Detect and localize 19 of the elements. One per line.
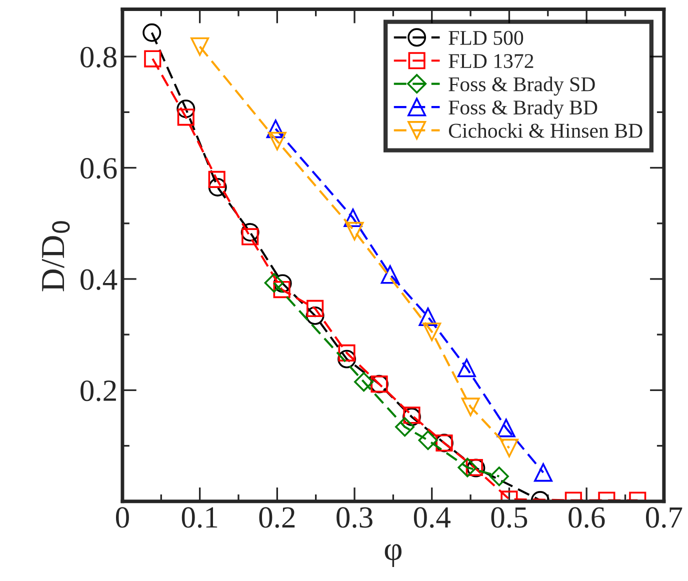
x-tick-label: 0.7: [646, 507, 682, 528]
x-tick-label: 0: [116, 507, 129, 528]
legend-label: Foss & Brady SD: [448, 76, 595, 96]
legend-label: Foss & Brady BD: [448, 100, 598, 119]
x-tick-label: 0.5: [491, 507, 528, 528]
legend-label: FLD 1372: [448, 54, 534, 68]
legend-label: Cichocki & Hinsen BD: [448, 123, 642, 138]
x-tick-label: 0.2: [259, 507, 295, 528]
x-tick-label: 0.4: [414, 507, 450, 528]
y-tick-label: 0.2: [80, 380, 116, 402]
x-tick-label: 0.6: [568, 507, 605, 528]
y-tick-label: 0.4: [80, 269, 118, 290]
y-tick-label: 0.6: [80, 158, 117, 179]
y-axis-title: D/D$_{0}$: [42, 221, 70, 292]
x-tick-label: 0.1: [182, 507, 218, 528]
x-axis-title: φ: [384, 544, 402, 567]
y-tick-label: 0.8: [80, 46, 116, 68]
x-tick-label: 0.3: [336, 507, 372, 528]
legend-label: FLD 500: [448, 30, 524, 45]
